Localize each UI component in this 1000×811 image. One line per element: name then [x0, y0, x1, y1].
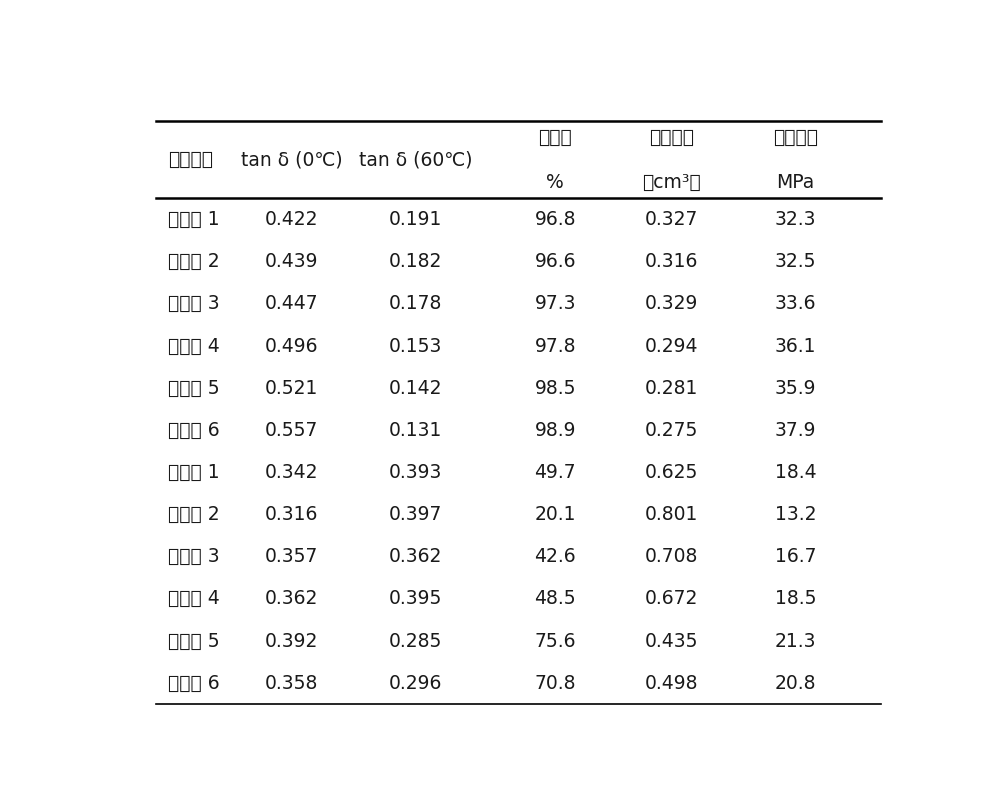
Text: 0.182: 0.182	[389, 252, 442, 271]
Text: 0.357: 0.357	[265, 547, 318, 566]
Text: 0.435: 0.435	[645, 632, 698, 650]
Text: 37.9: 37.9	[775, 421, 816, 440]
Text: 33.6: 33.6	[775, 294, 816, 313]
Text: 0.281: 0.281	[645, 379, 698, 397]
Text: 0.397: 0.397	[389, 505, 442, 524]
Text: 48.5: 48.5	[534, 590, 576, 608]
Text: 分散度: 分散度	[538, 128, 572, 147]
Text: MPa: MPa	[776, 173, 814, 191]
Text: 对比例 5: 对比例 5	[168, 632, 219, 650]
Text: 0.131: 0.131	[389, 421, 442, 440]
Text: tan δ (60℃): tan δ (60℃)	[359, 150, 472, 169]
Text: 0.672: 0.672	[645, 590, 698, 608]
Text: 35.9: 35.9	[775, 379, 816, 397]
Text: 对比例 3: 对比例 3	[168, 547, 219, 566]
Text: 磨耗体积: 磨耗体积	[649, 128, 694, 147]
Text: 96.6: 96.6	[534, 252, 576, 271]
Text: 0.342: 0.342	[265, 463, 318, 482]
Text: 0.153: 0.153	[389, 337, 442, 355]
Text: 98.9: 98.9	[534, 421, 576, 440]
Text: 0.498: 0.498	[645, 674, 698, 693]
Text: 0.327: 0.327	[645, 210, 698, 229]
Text: 98.5: 98.5	[534, 379, 576, 397]
Text: 0.393: 0.393	[389, 463, 442, 482]
Text: 对比例 2: 对比例 2	[168, 505, 219, 524]
Text: 0.316: 0.316	[265, 505, 318, 524]
Text: 96.8: 96.8	[534, 210, 576, 229]
Text: 16.7: 16.7	[775, 547, 816, 566]
Text: 0.521: 0.521	[265, 379, 318, 397]
Text: 0.296: 0.296	[389, 674, 442, 693]
Text: 18.5: 18.5	[775, 590, 816, 608]
Text: 13.2: 13.2	[775, 505, 816, 524]
Text: 0.496: 0.496	[265, 337, 318, 355]
Text: 0.422: 0.422	[265, 210, 318, 229]
Text: 样品编号: 样品编号	[168, 150, 213, 169]
Text: 18.4: 18.4	[775, 463, 816, 482]
Text: 32.5: 32.5	[775, 252, 816, 271]
Text: 36.1: 36.1	[775, 337, 816, 355]
Text: 0.447: 0.447	[265, 294, 318, 313]
Text: 0.178: 0.178	[389, 294, 442, 313]
Text: 实施例 1: 实施例 1	[168, 210, 219, 229]
Text: 实施例 5: 实施例 5	[168, 379, 219, 397]
Text: 实施例 6: 实施例 6	[168, 421, 219, 440]
Text: 对比例 1: 对比例 1	[168, 463, 219, 482]
Text: 49.7: 49.7	[534, 463, 576, 482]
Text: 20.8: 20.8	[775, 674, 816, 693]
Text: 0.625: 0.625	[645, 463, 698, 482]
Text: 0.294: 0.294	[645, 337, 698, 355]
Text: 实施例 2: 实施例 2	[168, 252, 219, 271]
Text: tan δ (0℃): tan δ (0℃)	[241, 150, 342, 169]
Text: 0.362: 0.362	[265, 590, 318, 608]
Text: 0.439: 0.439	[265, 252, 318, 271]
Text: 70.8: 70.8	[534, 674, 576, 693]
Text: （cm³）: （cm³）	[642, 173, 701, 191]
Text: 实施例 4: 实施例 4	[168, 337, 219, 355]
Text: 0.708: 0.708	[645, 547, 698, 566]
Text: 32.3: 32.3	[775, 210, 816, 229]
Text: 0.358: 0.358	[265, 674, 318, 693]
Text: 对比例 6: 对比例 6	[168, 674, 219, 693]
Text: 97.3: 97.3	[534, 294, 576, 313]
Text: 拉伸强度: 拉伸强度	[773, 128, 818, 147]
Text: 0.329: 0.329	[645, 294, 698, 313]
Text: 97.8: 97.8	[534, 337, 576, 355]
Text: 0.191: 0.191	[389, 210, 442, 229]
Text: 0.362: 0.362	[389, 547, 442, 566]
Text: %: %	[546, 173, 564, 191]
Text: 0.392: 0.392	[265, 632, 318, 650]
Text: 0.316: 0.316	[645, 252, 698, 271]
Text: 实施例 3: 实施例 3	[168, 294, 219, 313]
Text: 42.6: 42.6	[534, 547, 576, 566]
Text: 0.395: 0.395	[389, 590, 442, 608]
Text: 20.1: 20.1	[534, 505, 576, 524]
Text: 0.275: 0.275	[645, 421, 698, 440]
Text: 对比例 4: 对比例 4	[168, 590, 219, 608]
Text: 75.6: 75.6	[534, 632, 576, 650]
Text: 0.557: 0.557	[265, 421, 318, 440]
Text: 0.285: 0.285	[389, 632, 442, 650]
Text: 0.142: 0.142	[389, 379, 442, 397]
Text: 0.801: 0.801	[645, 505, 698, 524]
Text: 21.3: 21.3	[775, 632, 816, 650]
